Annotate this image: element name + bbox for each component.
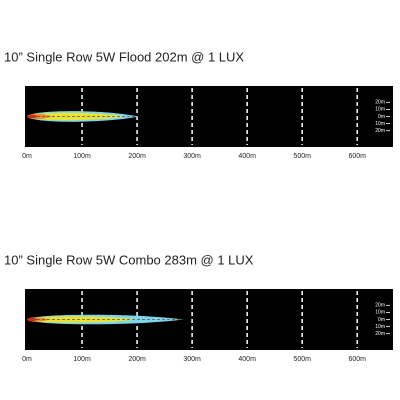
x-tick-label: 500m: [293, 356, 311, 363]
y-tick-label: 10m: [375, 310, 385, 316]
x-tick-label: 300m: [183, 356, 201, 363]
chart-title: 10” Single Row 5W Combo 283m @ 1 LUX: [4, 252, 254, 267]
x-tick-label: 500m: [293, 153, 311, 160]
y-tick-label: 10m: [375, 121, 385, 127]
y-tick-label: 10m: [375, 107, 385, 113]
x-tick-label: 300m: [183, 153, 201, 160]
x-tick-label: 200m: [128, 153, 146, 160]
chart-title: 10” Single Row 5W Flood 202m @ 1 LUX: [4, 49, 244, 64]
x-tick-label: 400m: [238, 153, 256, 160]
x-tick-label: 0m: [22, 356, 32, 363]
y-tick-label: 10m: [375, 324, 385, 330]
y-tick-label: 20m: [375, 100, 385, 106]
beam-zone: [27, 112, 127, 121]
y-tick-label: 20m: [375, 128, 385, 134]
y-tick-label: 20m: [375, 331, 385, 337]
y-tick-label: 0m: [378, 114, 385, 120]
x-tick-label: 200m: [128, 356, 146, 363]
x-tick-label: 100m: [73, 356, 91, 363]
x-tick-label: 0m: [22, 153, 32, 160]
y-tick-label: 0m: [378, 317, 385, 323]
x-tick-label: 600m: [348, 356, 366, 363]
x-tick-label: 400m: [238, 356, 256, 363]
x-tick-label: 600m: [348, 153, 366, 160]
x-tick-label: 100m: [73, 153, 91, 160]
y-tick-label: 20m: [375, 303, 385, 309]
